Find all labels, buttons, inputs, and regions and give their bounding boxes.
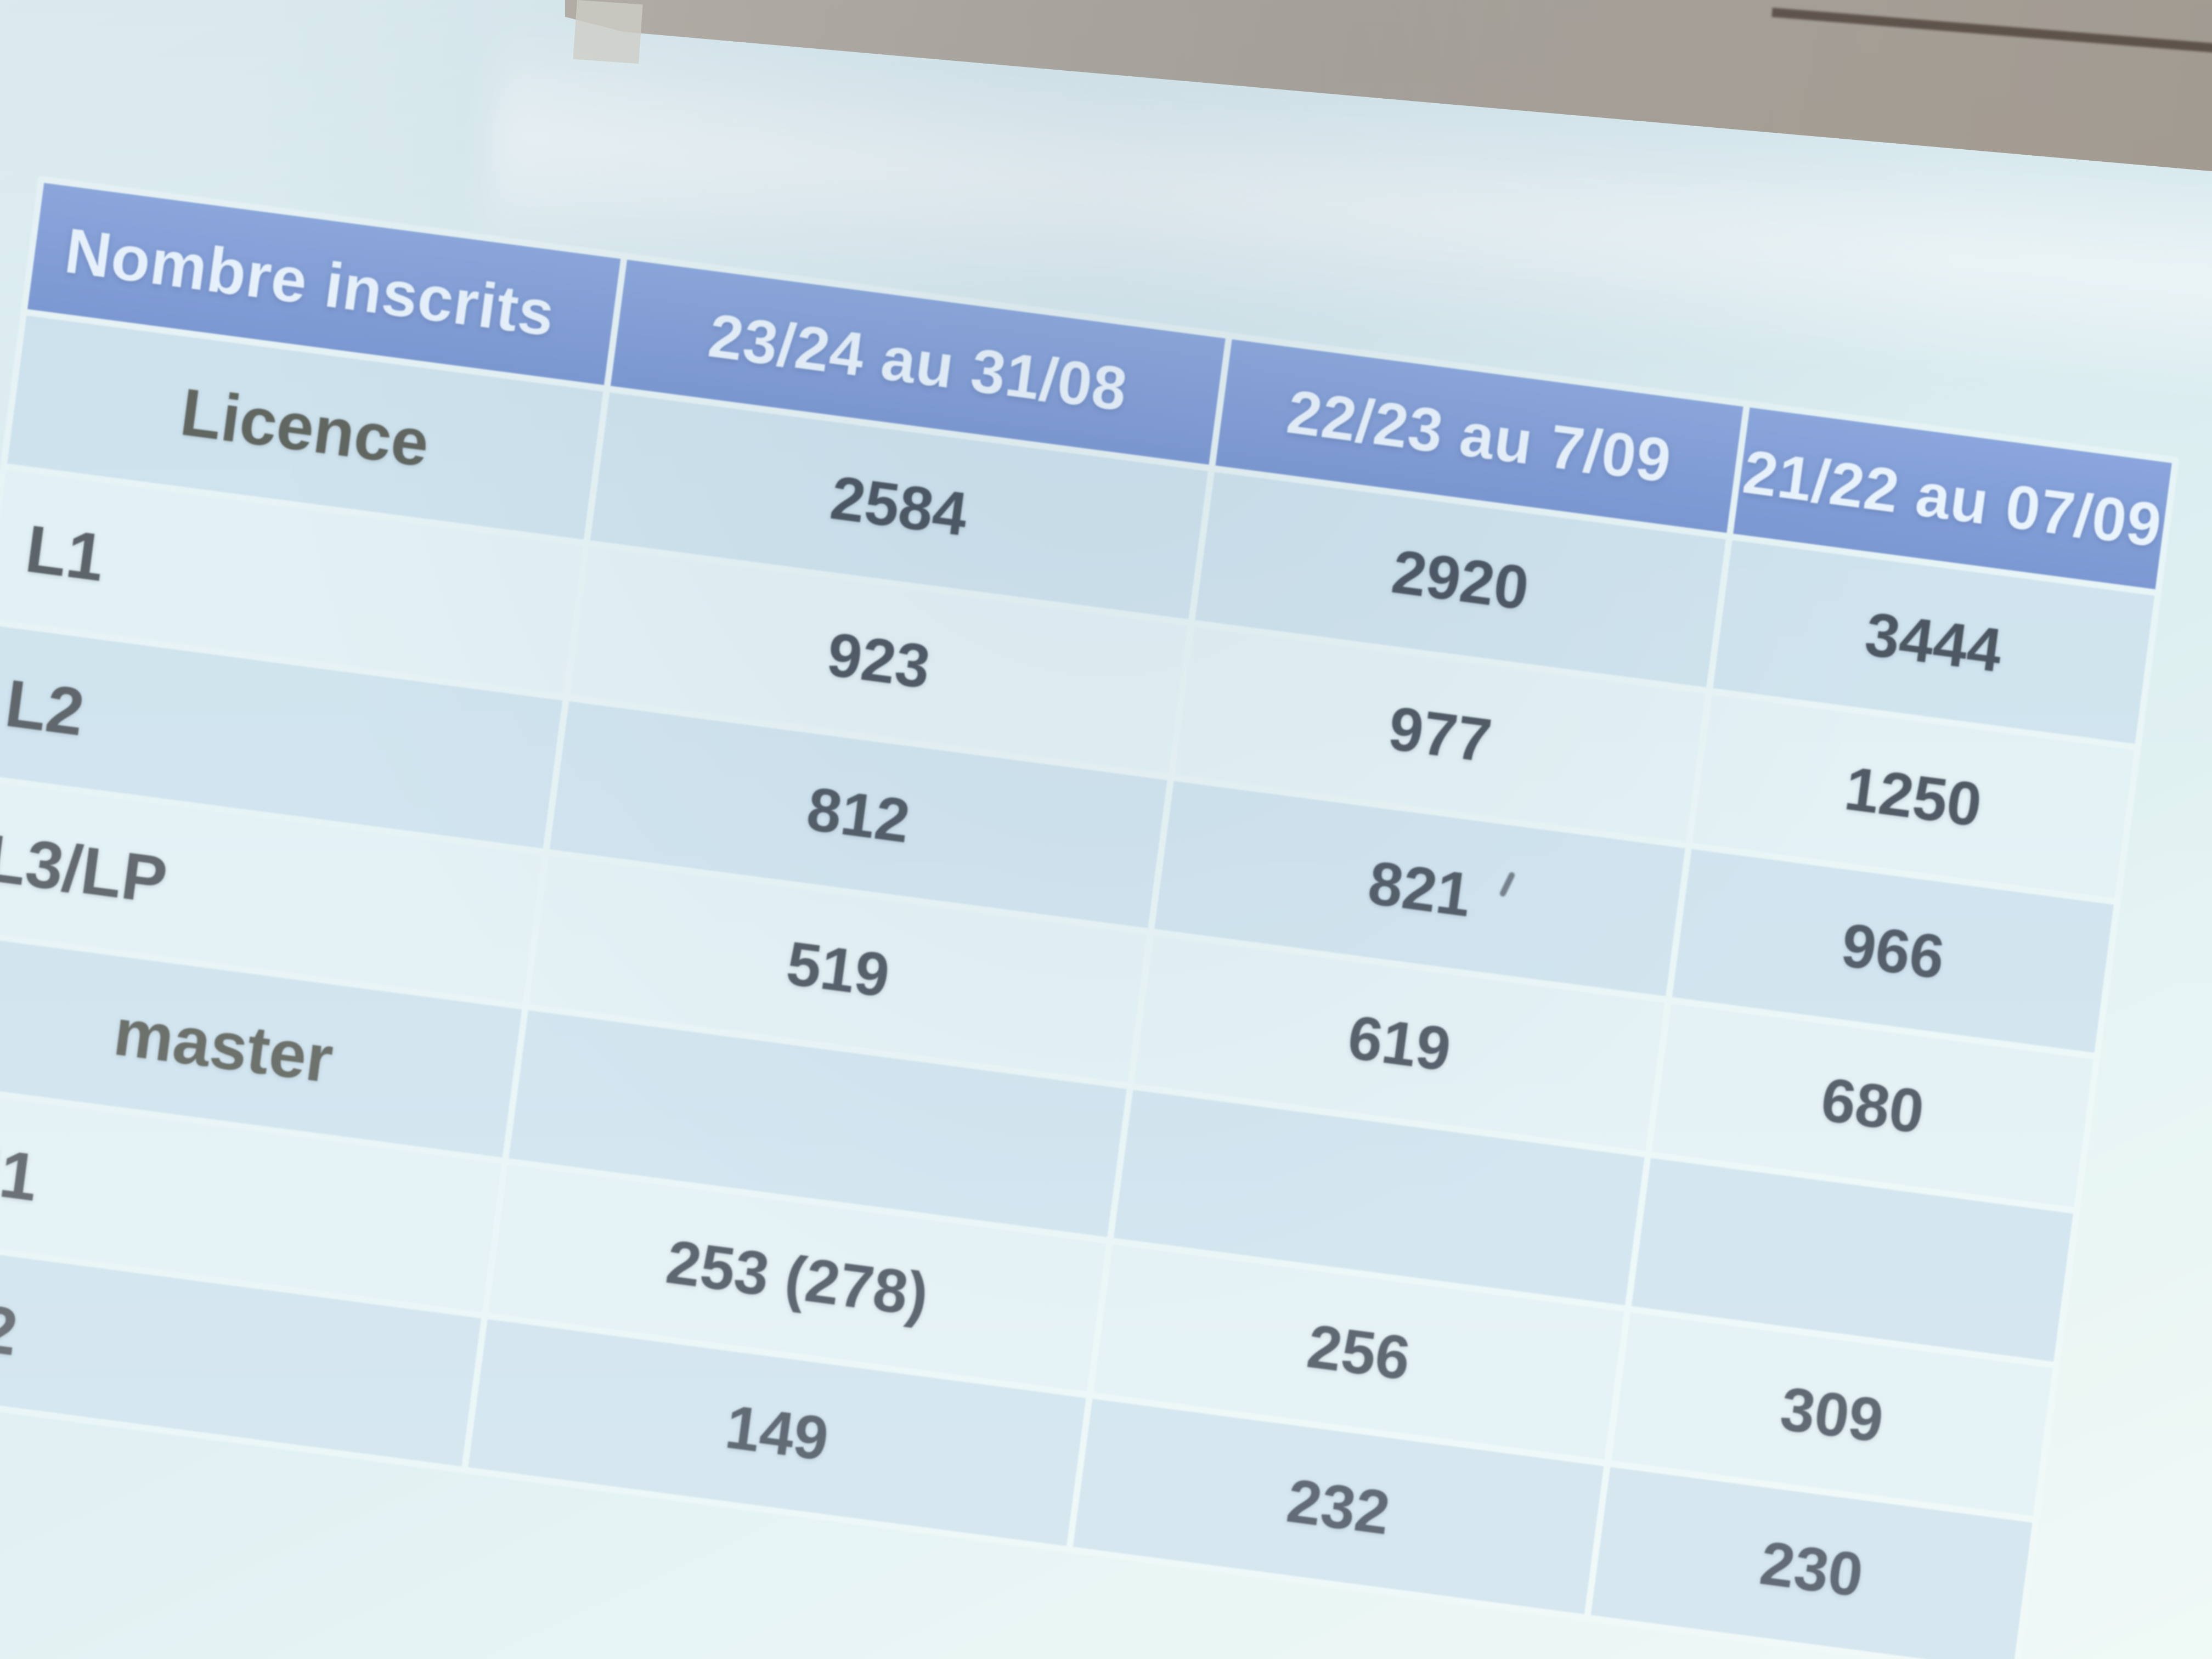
screen-edge-strip [573, 0, 643, 64]
slide-area: Nombre inscrits 23/24 au 31/08 22/23 au … [0, 176, 2180, 1659]
enrollment-table: Nombre inscrits 23/24 au 31/08 22/23 au … [0, 176, 2180, 1659]
